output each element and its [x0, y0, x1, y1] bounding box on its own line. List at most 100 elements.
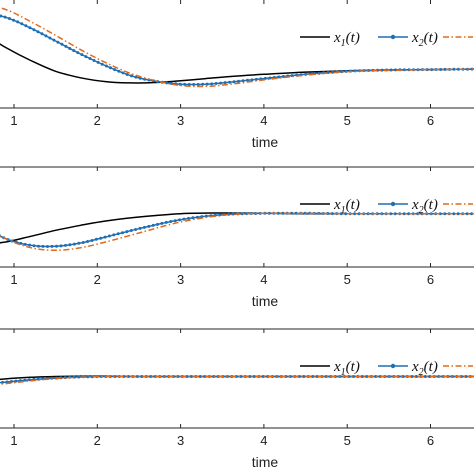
x-tick-label: 1 [10, 272, 17, 287]
series-2-marker [173, 219, 177, 223]
series-2-marker [90, 239, 94, 242]
series-2-marker [3, 15, 7, 19]
series-2-marker [28, 243, 32, 247]
series-2-marker [268, 76, 272, 80]
series-2-marker [201, 82, 205, 86]
series-2-marker [121, 71, 125, 75]
series-2-marker [254, 77, 258, 81]
series-2-marker [104, 64, 108, 68]
x-tick-label: 3 [177, 433, 184, 448]
series-2-marker [23, 242, 27, 246]
series-line-2 [0, 212, 474, 248]
series-2-marker [12, 18, 16, 22]
series-2-marker [192, 83, 196, 86]
series-2-marker [59, 244, 63, 248]
series-2-marker [187, 216, 190, 220]
series-2-marker [37, 244, 40, 248]
series-2-marker [27, 378, 31, 382]
x-tick-label: 2 [94, 113, 101, 128]
series-2-marker [290, 211, 294, 215]
series-2-marker [10, 380, 13, 383]
series-line-1 [0, 212, 474, 244]
series-line-3 [0, 375, 474, 385]
legend-label-1: x1(t) [333, 30, 360, 49]
series-2-marker [126, 375, 130, 378]
series-2-marker [214, 82, 218, 85]
series-2-marker [241, 79, 245, 83]
series-2-marker [281, 75, 285, 78]
series-2-marker [439, 68, 442, 71]
series-line-3 [0, 6, 474, 88]
x-tick-label: 4 [260, 433, 267, 448]
series-2-marker [389, 68, 393, 72]
series-2-marker [84, 55, 88, 59]
x-tick-label: 6 [427, 272, 434, 287]
series-2-marker [44, 34, 48, 38]
series-2-marker [76, 51, 80, 55]
series-2-marker [302, 375, 306, 378]
x-tick-label: 4 [260, 272, 267, 287]
series-2-marker [140, 375, 144, 378]
series-2-marker [55, 244, 58, 248]
series-2-marker [77, 375, 81, 379]
series-2-marker [1, 380, 4, 384]
subplot-2: 1 2 3 4 5 6 time x1(t) x2(t) [0, 166, 474, 309]
subplot-1: 1 2 3 4 5 6 time x1(t) x2(t) [0, 0, 474, 150]
series-2-marker [281, 211, 285, 215]
series-2-marker [178, 218, 182, 222]
series-2-marker [151, 223, 155, 227]
series-2-marker [28, 26, 32, 30]
x-tick-label: 6 [427, 433, 434, 448]
series-2-marker [183, 82, 187, 86]
series-2-marker [191, 216, 195, 220]
series-2-marker [452, 212, 456, 216]
series-2-marker [100, 62, 104, 66]
series-2-marker [210, 82, 214, 86]
series-2-marker [402, 212, 406, 216]
series-2-marker [360, 375, 364, 378]
series-2-marker [189, 375, 193, 378]
series-2-marker [52, 38, 56, 42]
series-2-marker [196, 83, 200, 86]
series-2-marker [81, 241, 85, 244]
x-axis-label: time [252, 454, 279, 470]
series-2-marker [414, 375, 418, 378]
series-2-marker [64, 243, 67, 247]
series-2-marker [116, 232, 120, 236]
series-2-marker [246, 78, 249, 82]
series-2-marker [169, 81, 173, 85]
series-2-marker [103, 235, 107, 239]
series-2-marker [135, 375, 139, 378]
series-2-marker [205, 82, 209, 86]
legend-marker-2 [390, 201, 396, 207]
series-2-marker [331, 70, 335, 74]
series-2-marker [182, 217, 186, 221]
series-2-marker [340, 70, 344, 74]
series-2-marker [165, 81, 169, 85]
series-2-marker [16, 20, 20, 24]
series-2-marker [232, 80, 236, 84]
x-tick-label: 5 [344, 113, 351, 128]
x-tick-label: 1 [10, 113, 17, 128]
series-2-marker [32, 244, 36, 248]
series-2-marker [187, 83, 191, 86]
series-2-marker [113, 68, 117, 72]
series-2-marker [339, 212, 343, 216]
x-tick-label: 3 [177, 272, 184, 287]
x-axis-label: time [252, 134, 279, 150]
series-2-marker [228, 80, 232, 84]
series-2-marker [77, 241, 81, 245]
series-2-marker [156, 222, 159, 226]
series-2-marker [164, 220, 168, 224]
series-2-marker [7, 17, 11, 20]
series-2-marker [68, 47, 72, 50]
x-tick-label: 5 [344, 433, 351, 448]
series-2-marker [248, 375, 252, 378]
series-2-marker [86, 240, 90, 243]
series-2-marker [129, 229, 133, 232]
series-2-marker [68, 243, 72, 247]
series-2-marker [134, 228, 138, 231]
series-2-marker [394, 68, 397, 72]
series-2-marker [452, 67, 456, 71]
series-2-marker [121, 231, 124, 235]
